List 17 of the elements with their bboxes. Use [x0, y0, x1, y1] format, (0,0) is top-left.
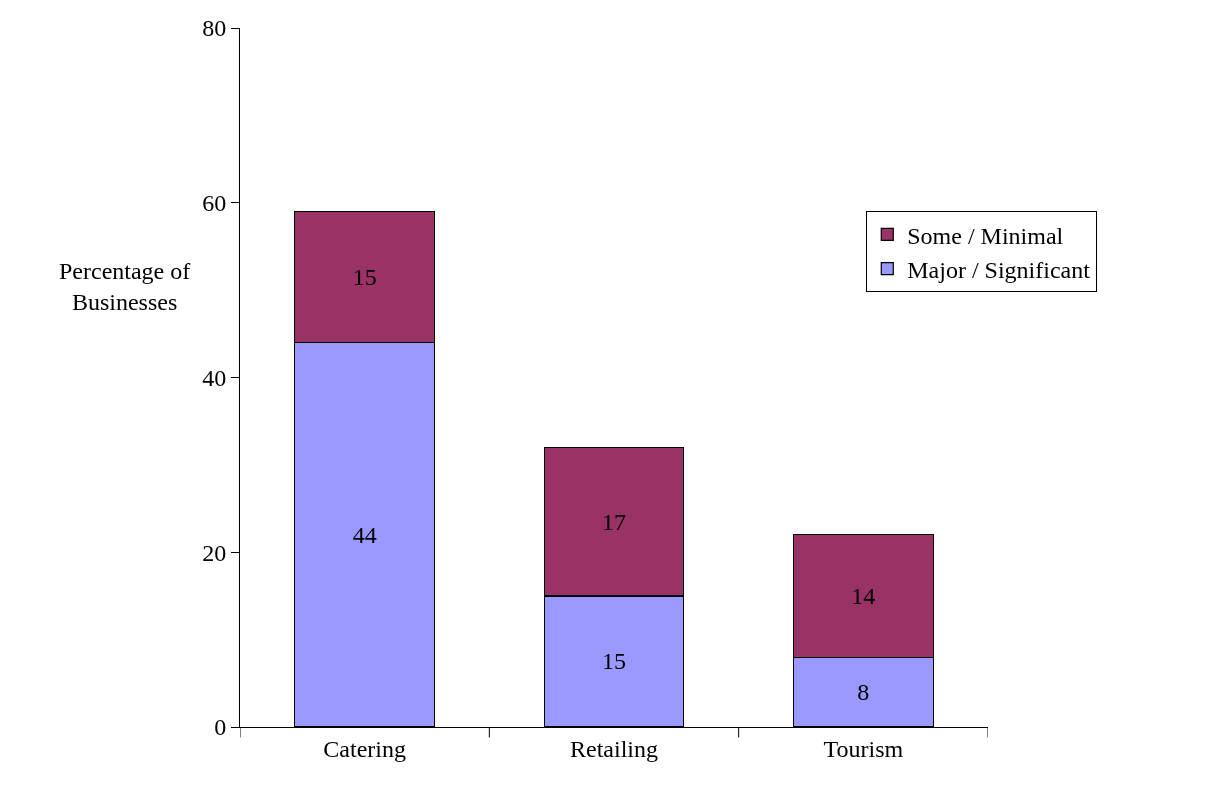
x-tick-label: Retailing [570, 735, 658, 762]
x-tick-label: Catering [323, 735, 406, 762]
y-tick-label: 40 [202, 364, 227, 391]
data-label: 15 [352, 264, 377, 291]
legend-label: Some / Minimal [907, 222, 1064, 249]
data-label: 17 [602, 508, 626, 535]
data-label: 14 [851, 582, 876, 609]
y-tick-label: 80 [202, 15, 227, 42]
legend-label: Major / Significant [907, 257, 1091, 283]
data-label: 44 [352, 521, 377, 548]
data-label: 8 [857, 679, 870, 706]
data-label: 15 [602, 648, 626, 675]
x-tick-label: Tourism [823, 735, 904, 762]
y-tick-label: 0 [214, 714, 227, 741]
y-axis-title: Percentage of Businesses [59, 258, 191, 316]
y-tick-label: 60 [202, 190, 227, 217]
y-tick-label: 20 [202, 539, 227, 566]
